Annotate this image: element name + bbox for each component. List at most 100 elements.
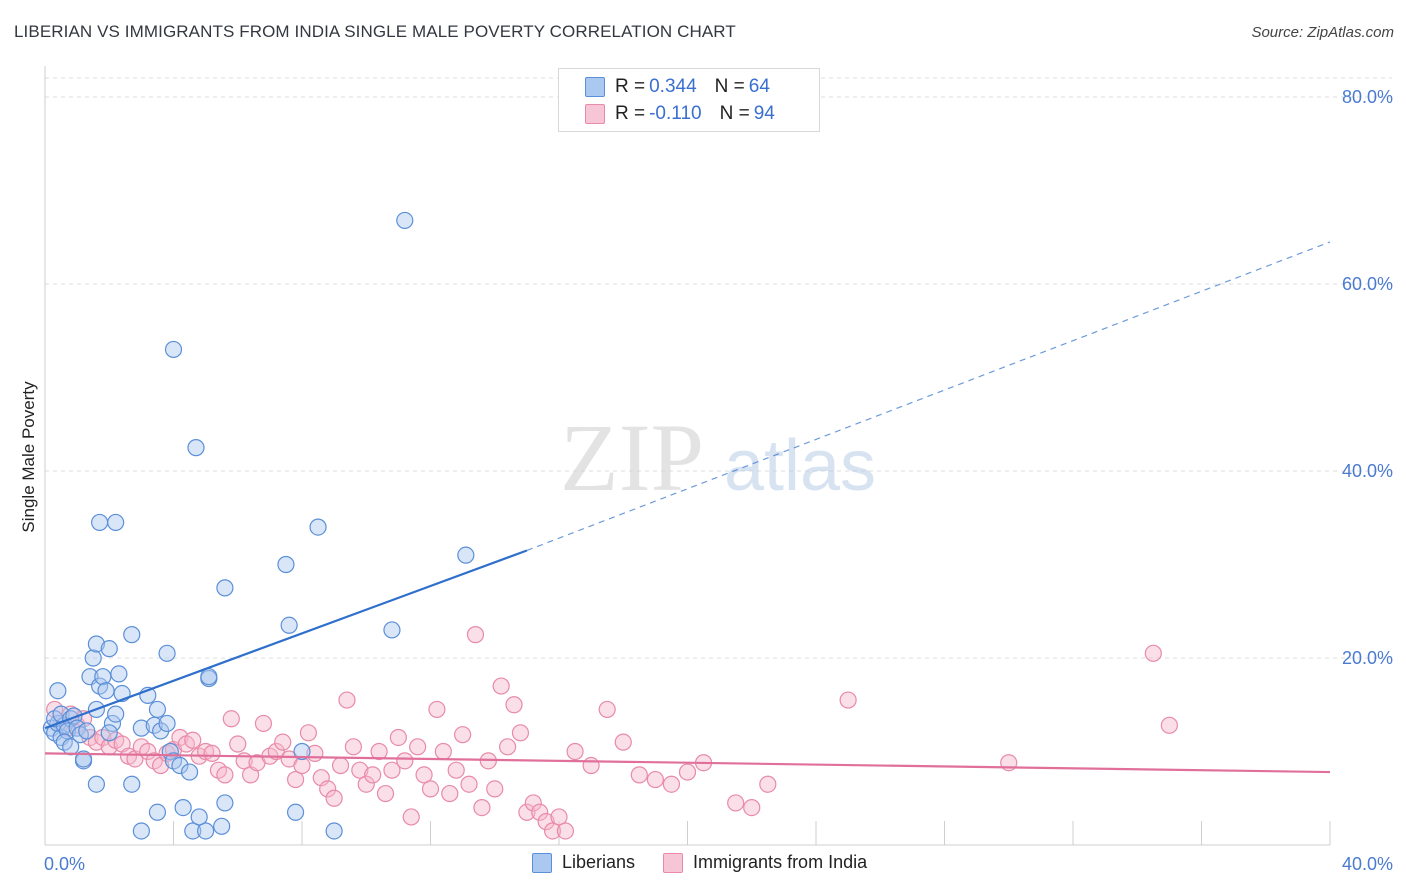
liberian-point: [123, 775, 141, 793]
liberian-point: [190, 808, 208, 826]
x-axis-ticks: 0.0% 40.0%: [44, 854, 1393, 874]
india-point: [531, 803, 549, 821]
liberian-point: [158, 644, 176, 662]
liberian-point: [132, 822, 150, 840]
legend-label-india: Immigrants from India: [693, 852, 868, 872]
india-point: [518, 803, 536, 821]
legend-n-label: N =: [714, 76, 745, 97]
liberians-trend-extension: [526, 241, 1331, 552]
liberian-point: [110, 665, 128, 683]
series-legend: Liberians Immigrants from India: [532, 852, 895, 873]
legend-r-value: 0.344: [649, 76, 697, 97]
liberian-point: [78, 722, 96, 740]
india-point: [556, 822, 575, 840]
india-point: [383, 761, 401, 779]
india-point: [492, 677, 510, 695]
india-point: [171, 728, 189, 747]
liberian-point: [309, 518, 327, 536]
liberian-point: [87, 635, 106, 653]
india-point: [286, 770, 305, 789]
india-point: [511, 724, 530, 742]
legend-label-liberians: Liberians: [562, 852, 636, 872]
liberian-point: [383, 621, 401, 639]
liberian-point: [100, 724, 118, 742]
india-point: [727, 794, 745, 812]
legend-row-india: R = -0.110 N = 94: [585, 101, 775, 127]
india-point: [222, 710, 240, 728]
liberian-point: [277, 555, 295, 574]
liberian-point: [174, 798, 192, 817]
india-point: [370, 742, 388, 761]
liberian-point: [293, 742, 311, 761]
watermark-atlas: atlas: [724, 426, 876, 506]
india-point: [550, 808, 568, 826]
india-trend-line: [44, 752, 1331, 774]
liberian-point: [91, 513, 109, 532]
y-tick-label: 40.0%: [1342, 461, 1393, 481]
series-india-points: [46, 626, 1178, 840]
india-point: [630, 766, 648, 784]
liberian-point: [216, 794, 234, 812]
india-point: [473, 798, 491, 817]
liberians-trend-line: [44, 549, 528, 730]
india-point: [524, 794, 542, 812]
chart-title: LIBERIAN VS IMMIGRANTS FROM INDIA SINGLE…: [14, 22, 736, 41]
india-point: [254, 714, 273, 733]
india-point: [662, 775, 681, 793]
source-label: Source: ZipAtlas.com: [1251, 24, 1394, 41]
india-point: [184, 731, 202, 749]
india-point: [839, 691, 857, 709]
india-point: [447, 761, 465, 779]
india-point: [351, 761, 369, 779]
legend-r-label: R =: [615, 103, 646, 124]
y-tick-label: 80.0%: [1342, 87, 1393, 107]
india-point: [216, 766, 234, 784]
legend-item-liberians: Liberians: [532, 852, 635, 873]
india-point: [319, 780, 337, 798]
liberian-point: [200, 668, 218, 686]
india-point: [614, 733, 632, 751]
x-tick-label: 0.0%: [44, 854, 85, 874]
india-point: [759, 775, 777, 793]
liberian-point: [94, 668, 112, 686]
india-point: [338, 691, 356, 709]
india-point: [274, 733, 292, 751]
liberian-point: [457, 546, 475, 564]
india-point: [428, 700, 446, 719]
legend-swatch-pink: [585, 104, 605, 124]
legend-swatch-blue: [585, 77, 605, 97]
y-tick-label: 20.0%: [1342, 648, 1393, 668]
y-tick-label: 60.0%: [1342, 274, 1393, 294]
y-axis-ticks: 20.0% 40.0% 60.0% 80.0%: [1342, 87, 1393, 668]
liberian-point: [171, 756, 189, 775]
india-point: [203, 744, 221, 762]
legend-n-value: 64: [748, 76, 770, 97]
legend-swatch-pink: [663, 852, 684, 873]
liberian-point: [132, 719, 150, 737]
india-point: [344, 738, 362, 756]
india-point: [466, 626, 485, 644]
india-point: [389, 728, 407, 747]
india-point: [357, 775, 375, 793]
india-point: [499, 738, 517, 756]
india-point: [267, 742, 285, 761]
liberian-point: [84, 649, 102, 667]
liberian-point: [213, 817, 231, 835]
grid-lines: [44, 66, 1392, 846]
india-point: [598, 700, 616, 719]
liberian-point: [325, 822, 343, 840]
liberian-point: [103, 714, 122, 733]
india-point: [566, 742, 584, 761]
legend-n-label: N =: [719, 103, 750, 124]
liberian-point: [107, 513, 125, 532]
india-point: [364, 766, 382, 784]
trend-lines: [44, 241, 1331, 774]
india-point: [1160, 716, 1178, 734]
watermark-zip: ZIP: [560, 404, 704, 511]
india-point: [421, 780, 440, 798]
india-point: [537, 813, 555, 831]
india-point: [415, 766, 433, 784]
india-point: [331, 756, 350, 775]
liberian-point: [197, 822, 215, 840]
